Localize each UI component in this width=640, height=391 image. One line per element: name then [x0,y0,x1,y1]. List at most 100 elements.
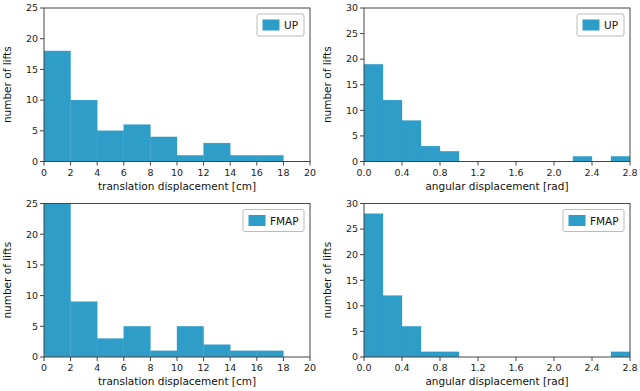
x-tick [478,162,479,166]
x-tick-label: 0.8 [432,362,447,373]
x-tick [440,162,441,166]
histogram-bar [230,155,257,161]
x-tick [402,357,403,361]
legend: FMAP [243,210,304,232]
x-tick [283,162,284,166]
y-tick [360,229,364,230]
histogram-bar [204,143,231,161]
y-tick [40,264,44,265]
y-tick [40,326,44,327]
x-tick [150,357,151,361]
x-tick-label: 2.4 [584,167,599,178]
y-axis-label: number of lifts [321,46,333,123]
x-tick-label: 20 [304,362,316,373]
x-tick-label: 2 [68,167,74,178]
x-tick-label: 18 [277,167,289,178]
y-tick-label: 0 [352,156,358,167]
y-tick-label: 0 [352,351,358,362]
x-tick [203,162,204,166]
panel: 024681012141618200510152025translation d… [1,2,316,191]
x-tick-label: 18 [277,362,289,373]
x-tick [283,357,284,361]
histogram-bar [177,326,204,357]
legend-swatch [583,20,599,30]
histogram-bar [421,146,440,161]
x-tick [364,357,365,361]
figure: 024681012141618200510152025translation d… [0,0,640,391]
panel: 0.00.40.81.21.62.02.42.8051015202530angu… [321,2,638,191]
legend-box [257,14,304,36]
y-tick [360,305,364,306]
x-tick [256,162,257,166]
y-tick [40,38,44,39]
y-tick [40,100,44,101]
x-tick-label: 14 [224,362,236,373]
x-tick-label: 2.0 [546,362,561,373]
y-tick [360,8,364,9]
y-tick [360,254,364,255]
y-tick-label: 25 [346,28,358,39]
x-tick [310,357,311,361]
y-tick-label: 15 [26,259,38,270]
x-tick-label: 0.0 [356,167,371,178]
x-axis-label: angular displacement [rad] [425,375,568,387]
x-tick [592,162,593,166]
histogram-bar [364,214,383,357]
x-tick [630,357,631,361]
histogram-bar [44,204,71,358]
y-tick [40,161,44,162]
legend-label: UP [604,19,618,31]
x-tick [364,162,365,166]
histogram-bar [611,352,630,357]
panel: 0.00.40.81.21.62.02.42.8051015202530angu… [321,198,638,387]
x-tick [230,357,231,361]
x-tick [554,357,555,361]
y-tick-label: 30 [346,2,358,13]
bars [44,51,283,162]
x-tick [70,162,71,166]
panel: 024681012141618200510152025translation d… [1,198,316,387]
y-tick [360,161,364,162]
x-tick [44,357,45,361]
histogram-bar [440,352,459,357]
x-tick [123,357,124,361]
x-tick-label: 8 [147,362,153,373]
histogram-bar [440,151,459,161]
histogram-bar [383,296,402,357]
y-axis-label: number of lifts [321,242,333,319]
x-tick [150,162,151,166]
x-tick-label: 12 [198,167,210,178]
x-tick-label: 16 [251,362,263,373]
x-tick-label: 10 [171,167,183,178]
histogram-bar [177,155,204,161]
histogram-bar [71,302,98,357]
x-tick-label: 14 [224,167,236,178]
x-tick [177,162,178,166]
y-tick-label: 10 [26,94,38,105]
legend: UP [257,14,304,36]
histogram-bar [383,100,402,161]
histogram-bar [364,64,383,161]
x-tick-label: 2.4 [584,362,599,373]
y-tick-label: 20 [346,249,358,260]
y-tick-label: 5 [32,125,38,136]
y-tick [360,84,364,85]
x-tick [123,162,124,166]
legend-label: UP [284,19,298,31]
x-tick-label: 2 [68,362,74,373]
x-tick [516,162,517,166]
y-tick [360,33,364,34]
x-tick-label: 0 [41,167,47,178]
y-tick-label: 20 [346,53,358,64]
legend-label: FMAP [590,215,619,227]
histogram-bar [71,100,98,161]
x-tick-label: 0.4 [394,167,409,178]
legend-box [243,210,304,232]
x-tick [177,357,178,361]
y-tick-label: 25 [26,2,38,13]
histogram-bar [97,131,124,162]
x-tick [203,357,204,361]
y-axis-label: number of lifts [1,46,13,123]
y-tick-label: 25 [346,223,358,234]
x-axis-label: angular displacement [rad] [425,180,568,192]
